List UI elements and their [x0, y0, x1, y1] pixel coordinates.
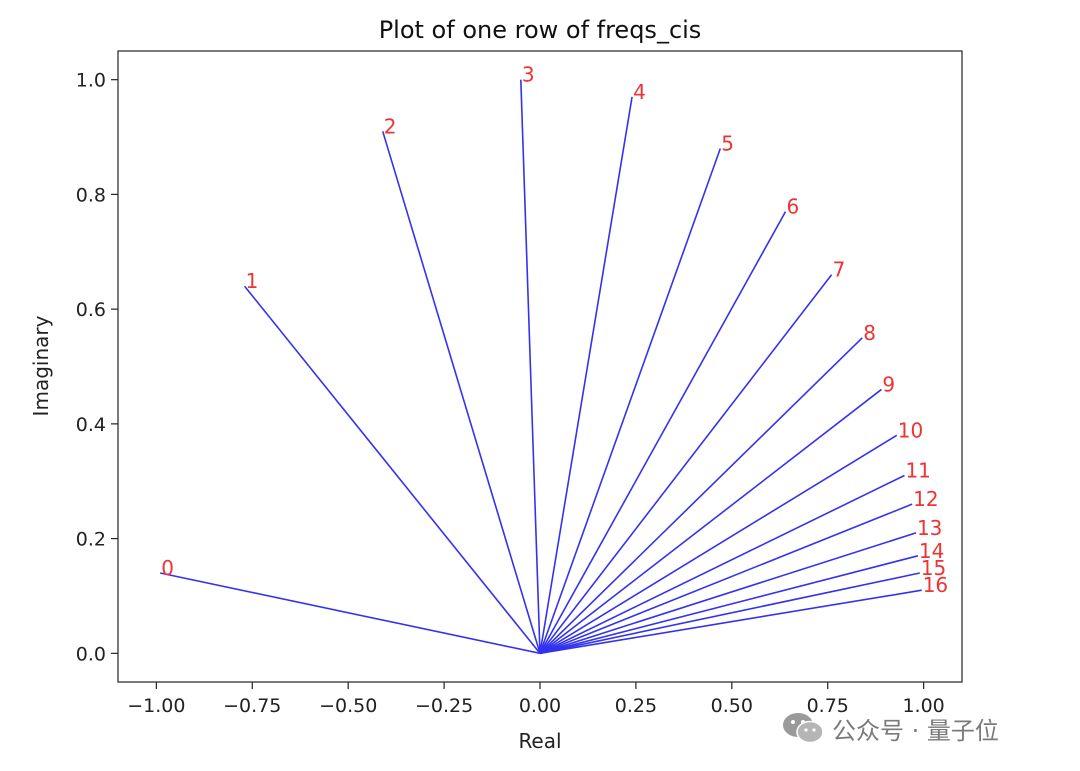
x-tick-label: −1.00 — [127, 695, 185, 717]
point-label-9: 9 — [882, 372, 895, 396]
point-label-12: 12 — [913, 487, 938, 511]
point-label-14: 14 — [919, 539, 944, 563]
watermark-text: 公众号 · 量子位 — [832, 716, 999, 745]
vector-line-11 — [539, 474, 905, 655]
vector-line-9 — [539, 388, 882, 654]
point-label-2: 2 — [384, 114, 397, 138]
vector-line-4 — [539, 96, 633, 654]
point-label-4: 4 — [633, 80, 646, 104]
x-tick-label: −0.75 — [223, 695, 281, 717]
point-label-3: 3 — [522, 63, 535, 87]
watermark: 公众号 · 量子位 — [782, 708, 999, 748]
vector-line-10 — [539, 434, 898, 655]
y-tick-label: 0.2 — [76, 529, 106, 551]
x-tick-label: 0.75 — [807, 695, 849, 717]
vector-line-0 — [160, 572, 541, 655]
y-tick-label: 0.6 — [76, 299, 106, 321]
point-label-8: 8 — [863, 321, 876, 345]
vector-line-13 — [539, 532, 917, 655]
vector-line-7 — [539, 274, 833, 654]
x-tick-label: 1.00 — [902, 695, 944, 717]
point-label-16: 16 — [923, 573, 948, 597]
point-label-11: 11 — [905, 458, 930, 482]
vector-line-14 — [539, 555, 919, 655]
y-axis: 0.0 0.2 0.4 0.6 0.8 1.0 — [76, 70, 118, 665]
vector-line-5 — [539, 148, 722, 654]
vector-line-2 — [381, 131, 541, 654]
y-tick-label: 1.0 — [76, 70, 106, 92]
vector-line-6 — [539, 211, 787, 654]
point-label-10: 10 — [898, 418, 923, 442]
vector-line-16 — [539, 589, 922, 655]
point-label-7: 7 — [833, 258, 846, 282]
chart-title: Plot of one row of freqs_cis — [379, 16, 702, 44]
y-axis-label: Imaginary — [29, 315, 53, 416]
vector-line-12 — [539, 503, 913, 655]
vector-line-15 — [539, 572, 920, 655]
point-label-0: 0 — [161, 556, 174, 580]
point-label-5: 5 — [721, 132, 734, 156]
y-tick-label: 0.0 — [76, 643, 106, 665]
point-label-6: 6 — [787, 195, 800, 219]
point-label-1: 1 — [246, 269, 259, 293]
y-tick-label: 0.4 — [76, 414, 106, 436]
x-axis-label: Real — [518, 729, 561, 753]
wechat-icon — [783, 713, 824, 744]
point-label-15: 15 — [921, 556, 946, 580]
point-label-13: 13 — [917, 516, 942, 540]
x-axis: −1.00 −0.75 −0.50 −0.25 0.00 0.25 0.50 0.75 1.00 — [127, 682, 945, 717]
vector-line-3 — [520, 79, 541, 654]
x-tick-label: 0.50 — [711, 695, 753, 717]
x-tick-label: −0.25 — [415, 695, 473, 717]
x-tick-label: 0.25 — [615, 695, 657, 717]
x-tick-label: 0.00 — [519, 695, 561, 717]
plot-frame — [117, 50, 963, 683]
x-tick-label: −0.50 — [319, 695, 377, 717]
vector-line-8 — [539, 337, 863, 654]
vector-line-1 — [243, 285, 541, 654]
y-tick-label: 0.8 — [76, 184, 106, 206]
